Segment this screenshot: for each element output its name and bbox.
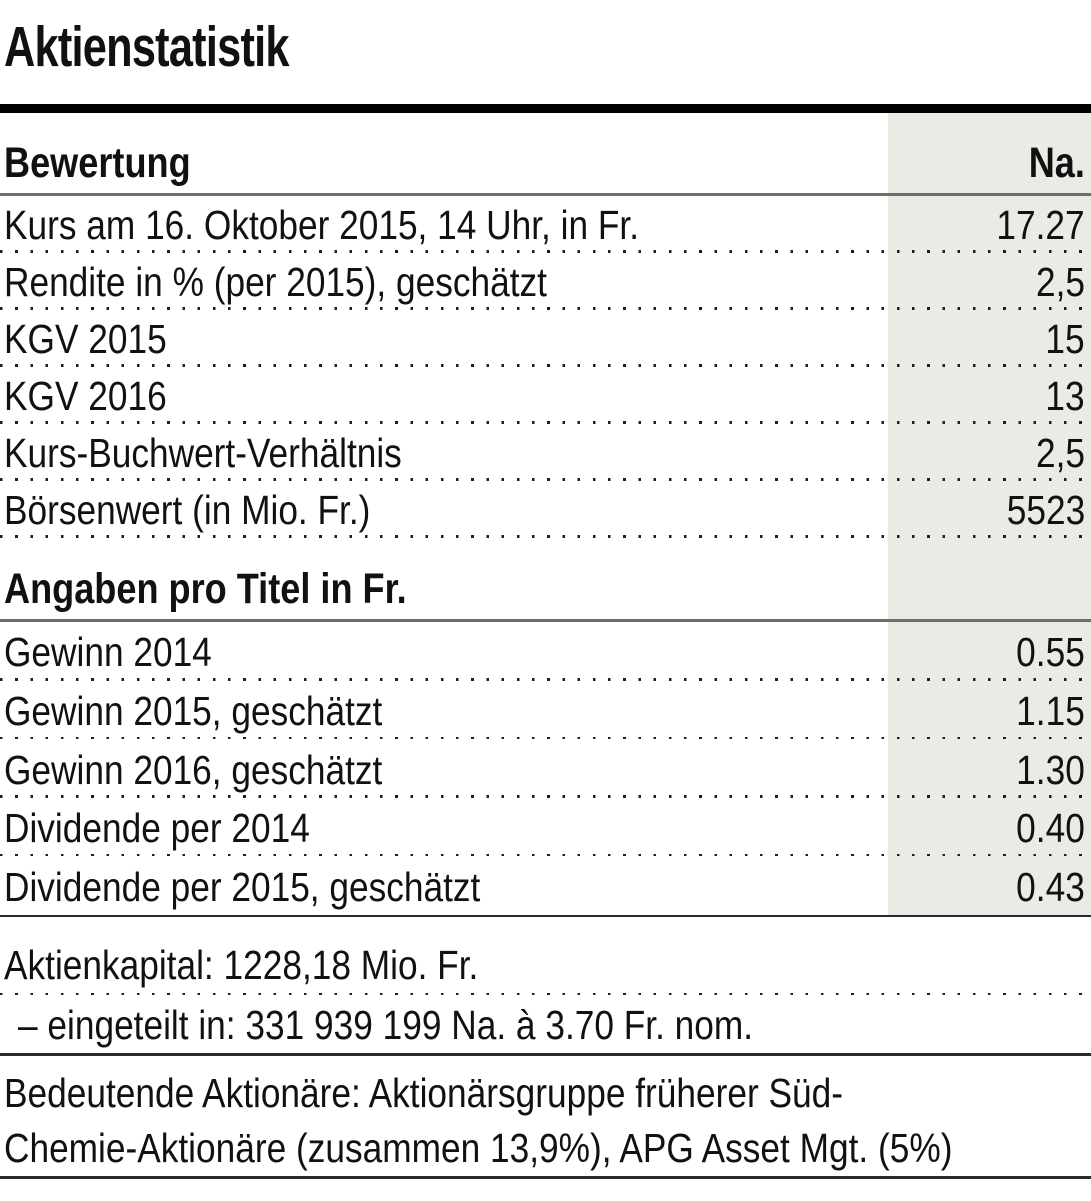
section-end-rule [0, 914, 1091, 918]
row-value: 1.30 [1016, 746, 1085, 793]
row-label: Dividende per 2015, geschätzt [4, 863, 481, 910]
table-row: Börsenwert (in Mio. Fr.) 5523 [0, 481, 1091, 538]
value-column-header: Na. [1028, 139, 1085, 187]
note-text-line: Bedeutende Aktionäre: Aktionärsgruppe fr… [4, 1069, 843, 1116]
row-value: 15 [1045, 315, 1085, 362]
row-value: 0.55 [1016, 629, 1085, 676]
table-row: Dividende per 2014 0.40 [0, 798, 1091, 857]
section-header-row-bewertung: Bewertung Na. [0, 113, 1091, 193]
note-share-capital: Aktienkapital: 1228,18 Mio. Fr. [0, 917, 1091, 996]
row-value: 2,5 [1035, 258, 1085, 305]
row-value: 5523 [1006, 486, 1085, 533]
table-row: Gewinn 2016, geschätzt 1.30 [0, 739, 1091, 798]
row-label: Gewinn 2014 [4, 629, 212, 676]
row-label: KGV 2015 [4, 315, 167, 362]
table-row: Kurs-Buchwert-Verhältnis 2,5 [0, 424, 1091, 481]
row-value: 0.43 [1016, 863, 1085, 910]
table-row: KGV 2015 15 [0, 310, 1091, 367]
value-column-background [888, 113, 1091, 917]
note-text: – eingeteilt in: 331 939 199 Na. à 3.70 … [18, 1002, 754, 1049]
row-label: Dividende per 2014 [4, 805, 310, 852]
row-label: Kurs am 16. Oktober 2015, 14 Uhr, in Fr. [4, 201, 640, 248]
header-rule [0, 193, 1091, 196]
row-label: Kurs-Buchwert-Verhältnis [4, 429, 402, 476]
table-row: KGV 2016 13 [0, 367, 1091, 424]
note-text: Aktienkapital: 1228,18 Mio. Fr. [4, 942, 479, 989]
table-row: Gewinn 2015, geschätzt 1.15 [0, 681, 1091, 740]
table-row: Kurs am 16. Oktober 2015, 14 Uhr, in Fr.… [0, 196, 1091, 253]
row-label: Gewinn 2016, geschätzt [4, 746, 383, 793]
row-label: Rendite in % (per 2015), geschätzt [4, 258, 547, 305]
section-header-label: Angaben pro Titel in Fr. [4, 565, 407, 613]
row-value: 13 [1045, 372, 1085, 419]
header-rule [0, 619, 1091, 622]
note-split-into: – eingeteilt in: 331 939 199 Na. à 3.70 … [0, 995, 1091, 1053]
bottom-rule [0, 1175, 1091, 1179]
title-divider-bar [0, 104, 1091, 113]
note-major-shareholders: Bedeutende Aktionäre: Aktionärsgruppe fr… [0, 1056, 1091, 1176]
row-label: KGV 2016 [4, 372, 167, 419]
note-text-line: Chemie-Aktionäre (zusammen 13,9%), APG A… [4, 1124, 953, 1171]
section-header-row-angaben: Angaben pro Titel in Fr. [0, 538, 1091, 619]
row-value: 2,5 [1035, 429, 1085, 476]
table-row: Dividende per 2015, geschätzt 0.43 [0, 856, 1091, 915]
row-label: Börsenwert (in Mio. Fr.) [4, 486, 371, 533]
statistics-table: Bewertung Na. Kurs am 16. Oktober 2015, … [0, 113, 1091, 1179]
note-rule [0, 1053, 1091, 1056]
row-label: Gewinn 2015, geschätzt [4, 687, 383, 734]
row-value: 17.27 [996, 201, 1085, 248]
row-value: 0.40 [1016, 805, 1085, 852]
section-header-label: Bewertung [4, 139, 191, 187]
row-value: 1.15 [1016, 687, 1085, 734]
page-title: Aktienstatistik [4, 15, 289, 79]
table-row: Rendite in % (per 2015), geschätzt 2,5 [0, 253, 1091, 310]
table-row: Gewinn 2014 0.55 [0, 622, 1091, 681]
